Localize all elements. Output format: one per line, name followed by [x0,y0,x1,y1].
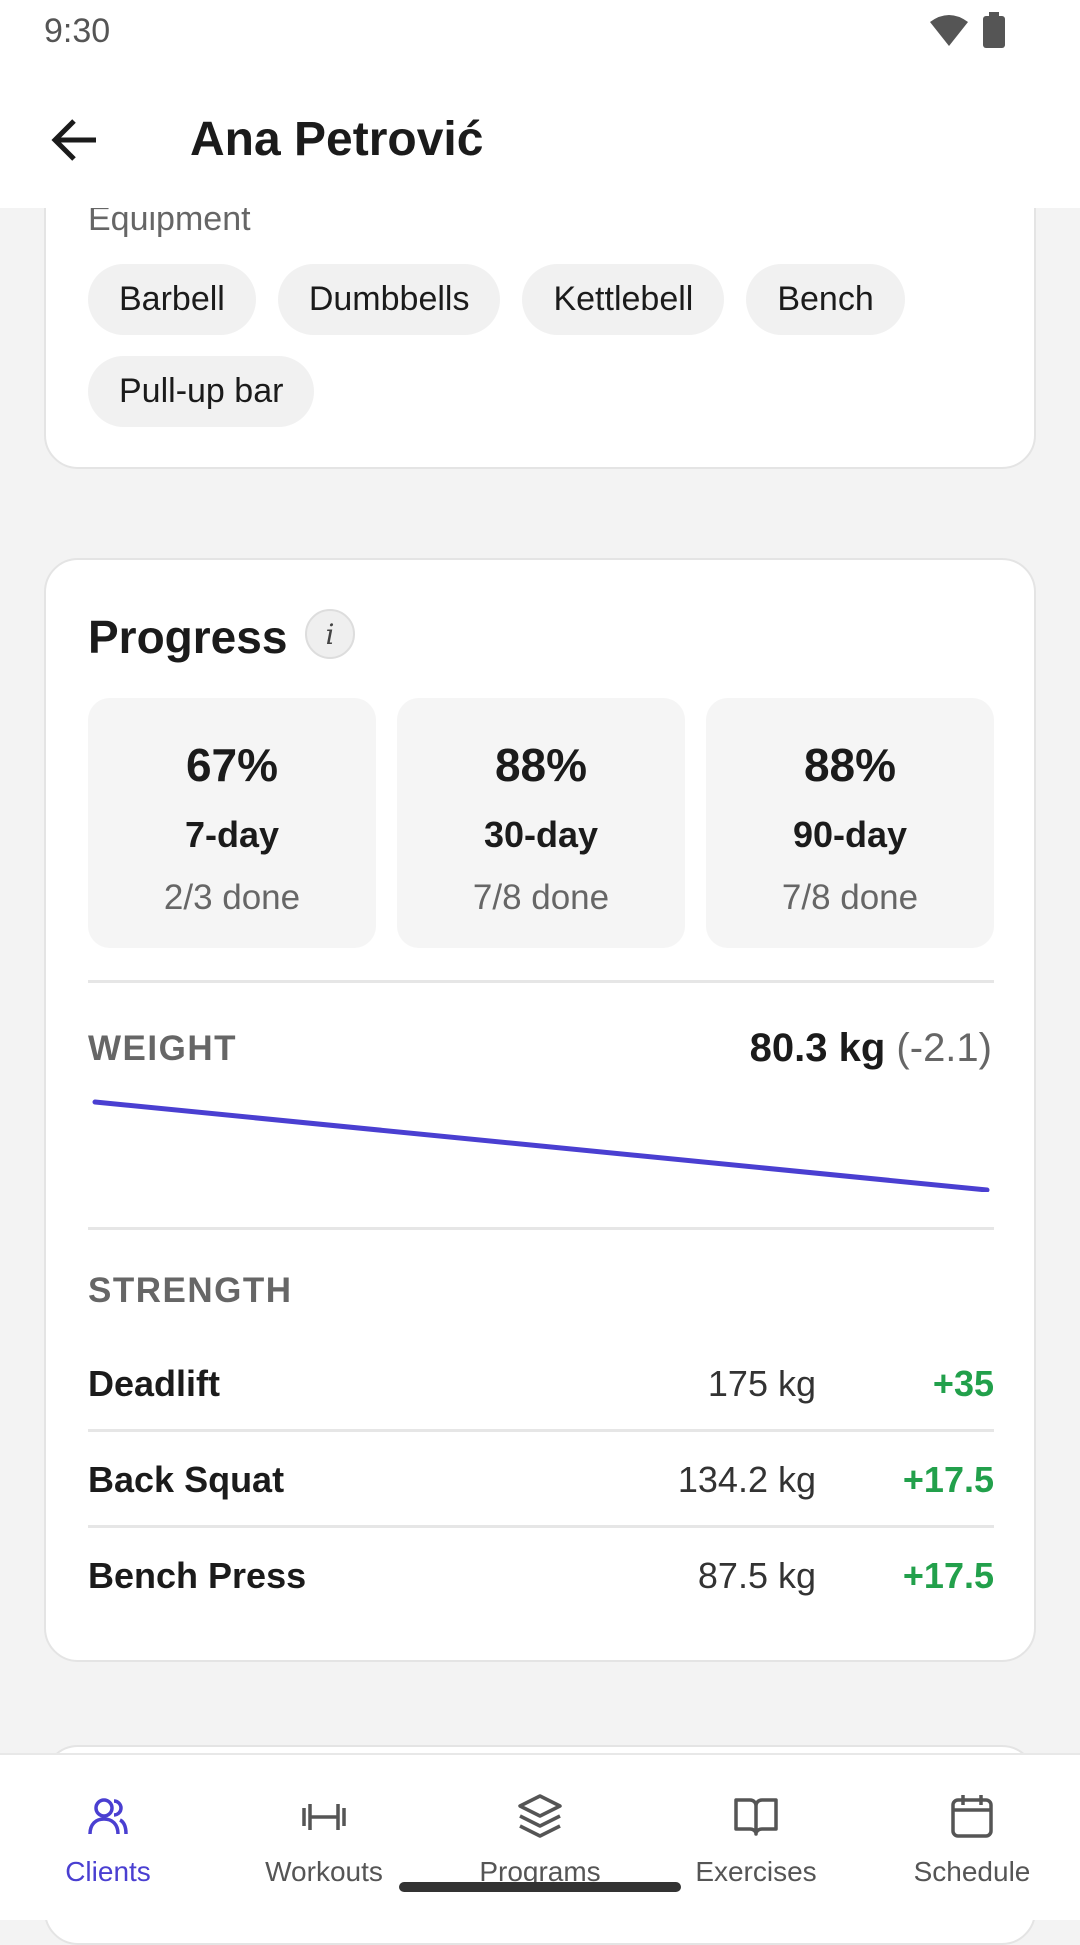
chip[interactable]: Bench [746,264,905,335]
stat-box: 67% 7-day 2/3 done [88,698,376,948]
stat-box: 88% 30-day 7/8 done [397,698,685,948]
chip[interactable]: Barbell [88,264,256,335]
stat-value: 67% [185,739,279,791]
app-bar: Ana Petrović [0,60,1080,208]
lift-weight: 87.5 kg [697,1555,816,1596]
stat-done: 7/8 done [472,878,610,917]
nav-icon [734,1798,778,1836]
stat-done: 7/8 done [781,878,919,917]
weight-line [92,1099,990,1192]
divider [88,1429,994,1432]
lift-change: +35 [932,1363,994,1404]
stat-box: 88% 90-day 7/8 done [706,698,994,948]
nav-icon [88,1798,128,1835]
stat-period: 30-day [483,814,599,855]
nav-label: Programs [479,1856,601,1887]
stat-period: 7-day [184,814,280,855]
nav-label: Workouts [265,1856,383,1887]
divider [88,1227,994,1230]
stat-period: 90-day [792,814,908,855]
home-indicator [399,1882,681,1892]
client-name: Ana Petrović [190,113,484,166]
weight-sparkline [92,1099,990,1192]
chip[interactable]: Pull-up bar [88,356,315,427]
divider [88,1525,994,1528]
wifi-icon [930,15,968,46]
battery-icon [983,12,1005,48]
nav-item[interactable]: Clients [0,1755,216,1920]
strength-label: STRENGTH [88,1271,293,1310]
weight-label: WEIGHT [88,1029,237,1068]
chip[interactable]: Dumbbells [277,264,501,335]
lift-row: Bench Press 87.5 kg +17.5 [88,1527,994,1623]
stat-done: 2/3 done [163,878,301,917]
lift-row: Back Squat 134.2 kg +17.5 [88,1431,994,1527]
progress-title: Progress [88,611,288,663]
stat-value: 88% [803,739,897,791]
lift-weight: 134.2 kg [677,1459,816,1500]
weight-current: 80.3 kg [749,1026,886,1070]
nav-label: Schedule [913,1856,1031,1887]
nav-item[interactable]: Schedule [864,1755,1080,1920]
time: 9:30 [44,12,111,50]
nav-label: Exercises [695,1856,817,1887]
status-bar: 9:30 [0,0,1080,60]
nav-label: Clients [65,1856,151,1887]
lift-change: +17.5 [902,1555,994,1596]
nav-item[interactable]: Programs [432,1755,648,1920]
lift-name: Bench Press [88,1555,307,1596]
lift-change: +17.5 [902,1459,994,1500]
chip-list: Barbell Dumbbells Kettlebell Bench Pull-up b… [88,264,1008,427]
chip[interactable]: Kettlebell [522,264,725,335]
progress-card: Progress i 67% 7-day 2/3 done 88% 30-day 7/8 … [44,558,1036,1662]
divider [88,980,994,983]
nav-icon [951,1795,993,1838]
info-button[interactable]: i [305,609,355,659]
stat-value: 88% [494,739,588,791]
lift-weight: 175 kg [707,1363,816,1404]
nav-item[interactable]: Exercises [648,1755,864,1920]
lift-row: Deadlift 175 kg +35 [88,1335,994,1431]
weight-value: 80.3 kg (-2.1) [750,1026,992,1071]
nav-icon [302,1804,346,1830]
weight-change: (-2.1) [896,1026,992,1070]
nav-icon [518,1794,562,1838]
lift-name: Deadlift [88,1363,221,1404]
back-button[interactable] [46,112,102,168]
stat-row: 67% 7-day 2/3 done 88% 30-day 7/8 done 88% 90-d… [88,698,994,948]
lift-name: Back Squat [88,1459,285,1500]
nav-item[interactable]: Workouts [216,1755,432,1920]
bottom-nav: Clients Workouts Programs Exercises Schedule [0,1753,1080,1920]
